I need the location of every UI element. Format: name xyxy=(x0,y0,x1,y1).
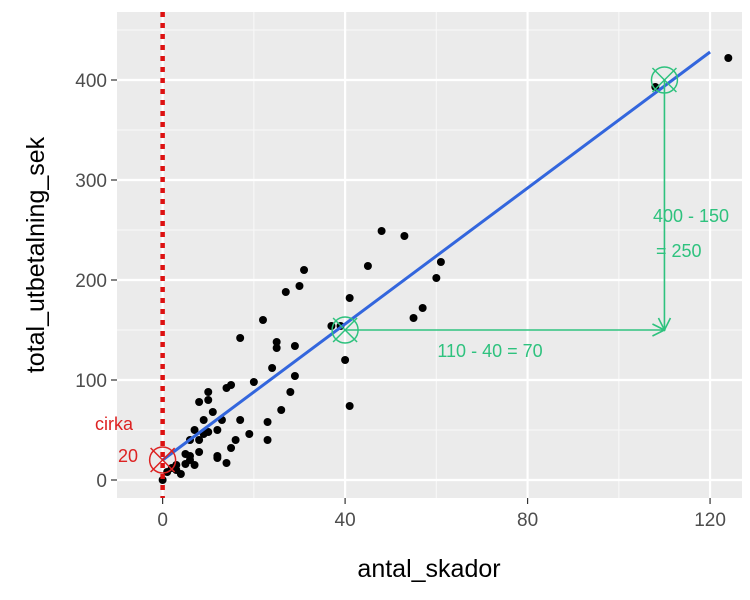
data-point xyxy=(199,416,208,424)
marker-cross xyxy=(150,447,176,473)
data-point xyxy=(418,304,427,312)
data-point xyxy=(263,418,272,426)
y-tick-label: 100 xyxy=(75,371,107,392)
intercept-label-line2: 20 xyxy=(118,446,138,466)
y-axis-title: total_utbetalning_sek xyxy=(22,136,50,373)
intercept-label-line1: cirka xyxy=(95,414,134,434)
data-point xyxy=(245,430,254,438)
data-point xyxy=(295,282,304,290)
regression-line xyxy=(161,50,711,462)
data-point xyxy=(300,266,309,274)
data-point xyxy=(176,470,185,478)
data-point xyxy=(236,416,245,424)
x-tick-label: 120 xyxy=(694,510,726,531)
data-point xyxy=(227,381,236,389)
rise-label-line2: = 250 xyxy=(656,241,702,261)
x-tick-label: 0 xyxy=(157,510,168,531)
marker-cross xyxy=(332,317,358,343)
data-point xyxy=(222,459,231,467)
marker-circle xyxy=(650,66,679,94)
data-point xyxy=(272,338,281,346)
data-point xyxy=(345,402,354,410)
data-point xyxy=(341,356,350,364)
y-tick-label: 0 xyxy=(96,471,107,492)
rise-arrowhead xyxy=(657,317,672,332)
data-point xyxy=(195,448,204,456)
y-tick-label: 200 xyxy=(75,271,107,292)
data-point xyxy=(231,436,240,444)
marker-cross xyxy=(651,67,677,93)
data-point xyxy=(204,388,213,396)
marker-circle xyxy=(331,316,359,344)
data-point xyxy=(195,436,204,444)
x-tick-label: 40 xyxy=(335,510,356,531)
data-point xyxy=(286,388,295,396)
data-point xyxy=(281,288,290,296)
data-point xyxy=(213,452,222,460)
data-point xyxy=(363,262,372,270)
data-point xyxy=(436,258,445,266)
data-point xyxy=(400,232,409,240)
data-point xyxy=(258,316,267,324)
x-axis-ticks: 0 40 80 120 xyxy=(157,498,726,531)
rise-label-line1: 400 - 150 xyxy=(653,206,729,226)
y-tick-label: 400 xyxy=(75,71,107,92)
data-point xyxy=(190,461,199,469)
data-point xyxy=(277,406,286,414)
data-point xyxy=(432,274,441,282)
annotation-layer xyxy=(148,12,711,498)
y-axis-ticks: 0 100 200 300 400 xyxy=(75,71,117,492)
data-point xyxy=(190,426,199,434)
data-point xyxy=(249,378,258,386)
data-point xyxy=(204,396,213,404)
marker-circle xyxy=(148,446,177,474)
data-point xyxy=(272,344,281,352)
data-point xyxy=(204,428,213,436)
data-point xyxy=(208,408,217,416)
x-axis-title: antal_skador xyxy=(357,555,500,583)
x-tick-label: 80 xyxy=(517,510,538,531)
data-point xyxy=(185,452,194,460)
data-point xyxy=(263,436,272,444)
data-point xyxy=(724,54,733,62)
data-point xyxy=(377,227,386,235)
data-point xyxy=(290,372,299,380)
run-label: 110 - 40 = 70 xyxy=(437,341,542,361)
data-point xyxy=(227,444,236,452)
data-point xyxy=(236,334,245,342)
data-point xyxy=(268,364,277,372)
data-point xyxy=(290,342,299,350)
data-point xyxy=(213,426,222,434)
data-point xyxy=(195,398,204,406)
data-point xyxy=(651,83,660,91)
y-tick-label: 300 xyxy=(75,171,107,192)
data-point xyxy=(345,294,354,302)
data-point xyxy=(409,314,418,322)
